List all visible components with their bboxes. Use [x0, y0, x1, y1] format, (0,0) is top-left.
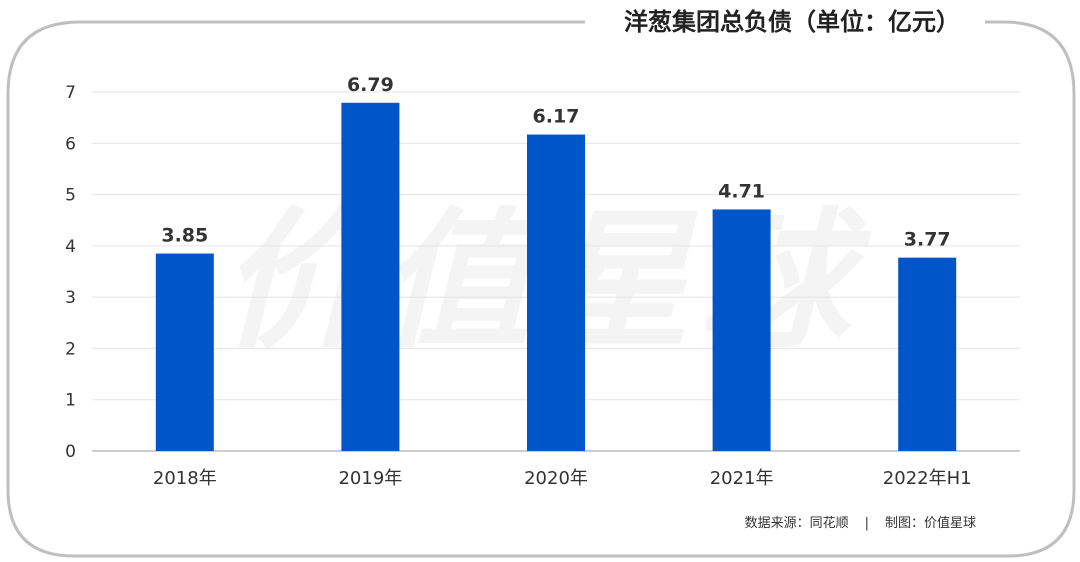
bar — [527, 134, 585, 451]
y-tick-label: 7 — [65, 83, 76, 103]
y-tick-label: 0 — [65, 442, 76, 462]
y-tick-label: 2 — [65, 339, 76, 359]
bar — [898, 257, 957, 451]
data-label: 3.77 — [904, 229, 951, 251]
x-tick-label: 2018年 — [153, 468, 217, 489]
bar — [341, 102, 400, 452]
label-layer: 0 1 2 3 4 5 6 7 3.85 2018年 6.79 2019年 6.17 2020年 4.71 2… — [65, 74, 971, 489]
bar-layer — [155, 102, 957, 452]
x-tick-label: 2019年 — [338, 468, 402, 489]
source-footer: 数据来源：同花顺 | 制图：价值星球 — [745, 512, 976, 531]
footer-separator: | — [864, 516, 869, 531]
bar — [155, 253, 214, 451]
data-label: 6.79 — [347, 74, 394, 96]
data-label: 6.17 — [533, 106, 580, 128]
source-text: 数据来源：同花顺 — [744, 516, 849, 531]
rounded-border — [6, 20, 1076, 558]
chart-title: 洋葱集团总负债（单位：亿元） — [614, 2, 970, 42]
data-label: 3.85 — [161, 225, 208, 247]
y-tick-label: 6 — [65, 134, 76, 154]
data-label: 4.71 — [718, 180, 765, 202]
y-tick-label: 1 — [65, 391, 76, 411]
x-tick-label: 2022年H1 — [883, 468, 972, 489]
x-tick-label: 2020年 — [524, 468, 588, 489]
y-tick-label: 4 — [65, 237, 76, 257]
x-tick-label: 2021年 — [710, 468, 774, 489]
bar — [712, 209, 771, 451]
credit-text: 制图：价值星球 — [884, 516, 976, 531]
y-tick-label: 3 — [65, 288, 76, 308]
y-tick-label: 5 — [65, 186, 76, 206]
